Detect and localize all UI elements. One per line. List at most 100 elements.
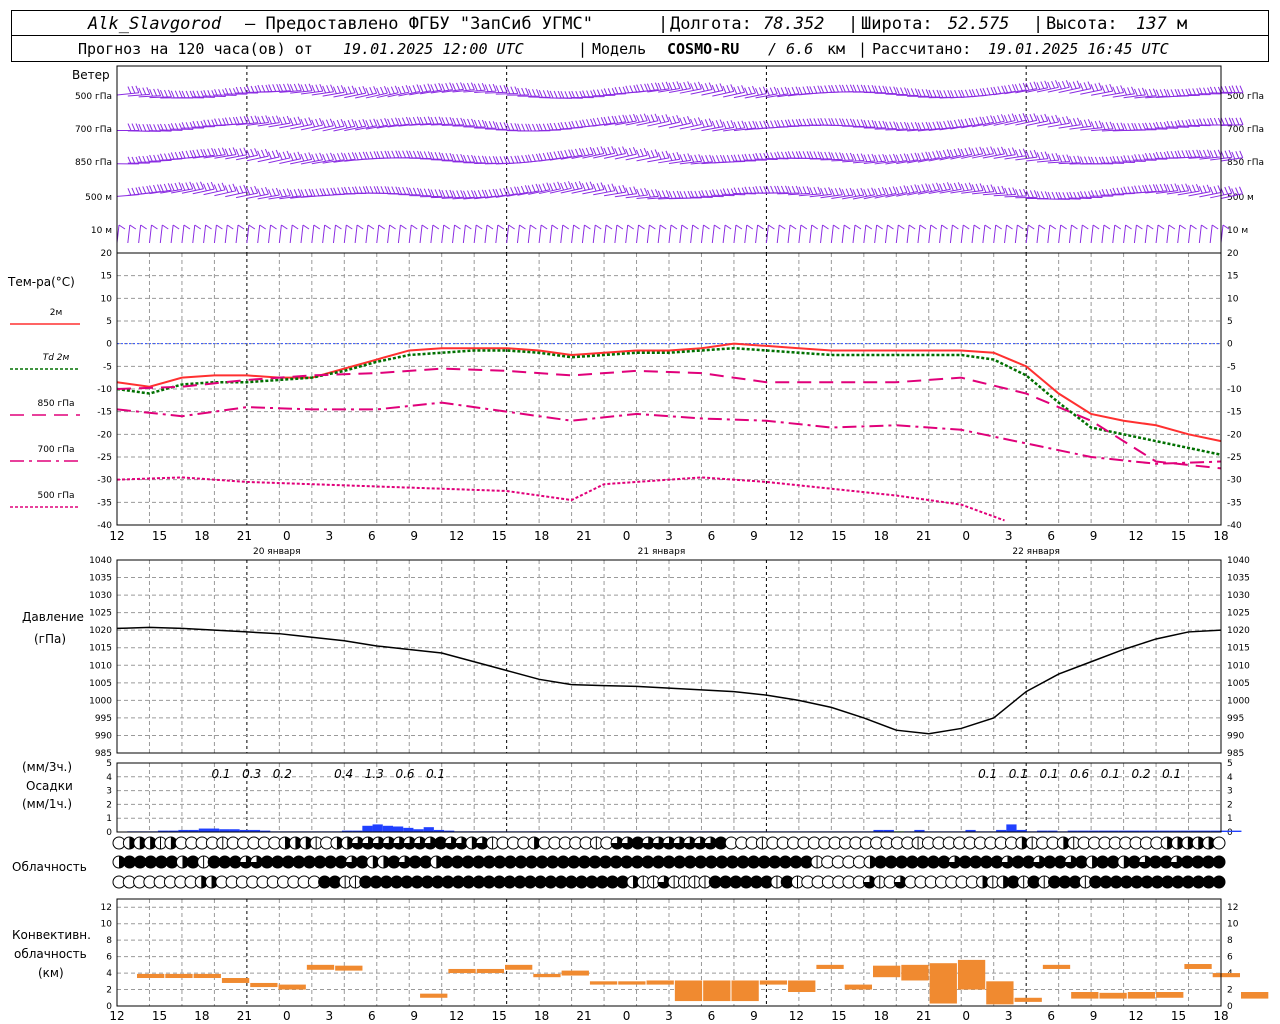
precip-total-label: 0.1 (1101, 767, 1120, 781)
pressure-tick-left: 1030 (89, 591, 112, 601)
precip-total-label: 0.1 (426, 767, 445, 781)
wind-barb (268, 224, 272, 244)
wind-barb-feather (546, 152, 551, 160)
wind-barb-feather (369, 86, 374, 95)
wind-barb-feather (589, 181, 594, 189)
wind-barb-feather (226, 224, 234, 230)
hour-tick-label: 18 (874, 529, 889, 543)
wind-barb (279, 123, 302, 129)
wind-level-label: 500 гПа (75, 92, 112, 102)
wind-barb-feather (151, 224, 158, 230)
temp-tick-right: -40 (1227, 521, 1242, 531)
wind-barb-feather (211, 148, 216, 156)
wind-barb (982, 224, 986, 244)
wind-barb-feather (654, 149, 659, 157)
wind-barb-feather (744, 186, 749, 194)
wind-barb-feather (1131, 122, 1136, 131)
wind-barb (484, 194, 507, 199)
wind-barb-feather (1174, 150, 1179, 159)
wind-barb (1199, 191, 1222, 198)
wind-barb-feather (454, 224, 461, 230)
precip-bar (996, 829, 1007, 832)
cloud-fill (455, 837, 468, 849)
wind-barb (744, 93, 767, 99)
wind-barb-feather (551, 224, 559, 230)
hour-tick-label: 3 (325, 529, 333, 543)
precip-bar (433, 829, 445, 832)
wind-level-label-right: 700 гПа (1227, 125, 1264, 135)
wind-barb-feather (787, 186, 792, 194)
wind-barb (300, 90, 323, 95)
hour-tick-label-bottom: 0 (623, 1009, 631, 1023)
day-label: 20 января (253, 547, 301, 557)
wind-barb-feather (300, 153, 305, 162)
cloud-symbol (1170, 855, 1184, 869)
wind-barb-feather (118, 224, 126, 230)
cloud-fill (295, 837, 302, 849)
pressure-tick-left: 1005 (89, 679, 112, 689)
wind-barb-feather (824, 118, 829, 126)
wind-barb-feather (791, 87, 796, 95)
wind-barb-feather (275, 115, 280, 123)
wind-barb-feather (614, 86, 619, 95)
wind-barb-feather (964, 89, 969, 97)
wind-barb-feather (1131, 86, 1135, 94)
cloud-fill (704, 837, 717, 849)
wind-barb-feather (849, 152, 854, 161)
wind-barb-feather (538, 90, 543, 98)
wind-barb-feather (820, 188, 825, 196)
wind-barb-feather (953, 182, 958, 191)
wind-barb-feather (390, 86, 395, 94)
wind-barb-feather (525, 154, 530, 163)
wind-barb-feather (679, 191, 684, 199)
hour-tick-label: 0 (962, 529, 970, 543)
temp-tick-left: -10 (97, 385, 112, 395)
wind-barb-feather (1123, 186, 1128, 194)
pressure-tick-left: 1020 (89, 626, 112, 636)
wind-barb-feather (628, 147, 633, 156)
precip-bar (362, 825, 373, 832)
wind-barb-feather (174, 151, 179, 160)
precip-bar (168, 830, 179, 832)
wind-barb-feather (581, 183, 586, 191)
wind-barb-feather (798, 86, 803, 95)
wind-barb-feather (514, 86, 519, 94)
wind-barb-feather (473, 83, 478, 92)
wind-barb (268, 157, 291, 164)
wind-barb-feather (900, 87, 904, 95)
wind-barb-feather (622, 146, 626, 154)
wind-barb-feather (763, 186, 768, 194)
wind-barb-feather (1088, 156, 1092, 164)
wind-barb (1004, 195, 1027, 198)
convective-bar (901, 964, 929, 981)
wind-barb-feather (646, 150, 651, 159)
wind-barb-feather (557, 181, 562, 190)
wind-barb-feather (798, 118, 803, 127)
wind-barb-feather (1201, 224, 1208, 230)
cloud-symbol (194, 875, 208, 889)
wind-barb-feather (1199, 150, 1203, 158)
wind-barb-feather (228, 184, 233, 192)
wind-barb-feather (975, 88, 980, 97)
precip-bar (1159, 830, 1170, 832)
wind-barb-feather (876, 224, 883, 230)
alt-value: 137 (1136, 14, 1167, 34)
wind-barb-feather (279, 84, 283, 92)
wind-barb-feather (1148, 184, 1153, 192)
cloud-fill (403, 837, 416, 849)
cloud-symbol (1170, 836, 1184, 850)
wind-barb-feather (159, 184, 164, 192)
wind-barb-feather (1109, 121, 1114, 130)
wind-barb-feather (1033, 113, 1038, 121)
precip-tick-left: 2 (106, 800, 112, 810)
wind-barb-feather (700, 83, 705, 92)
wind-barb (820, 194, 843, 199)
wind-barb-feather (535, 153, 540, 162)
wind-barb-feather (542, 152, 547, 161)
wind-barb-feather (257, 116, 262, 124)
cloud-symbol (392, 836, 406, 850)
convective-bar (1241, 992, 1269, 999)
wind-barb (1069, 125, 1092, 130)
wind-barb-feather (715, 84, 720, 92)
wind-barb-feather (820, 85, 825, 93)
